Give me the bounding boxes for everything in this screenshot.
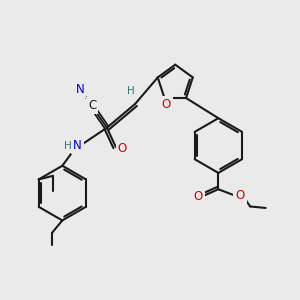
Text: O: O [235, 189, 244, 202]
Text: H: H [64, 140, 71, 151]
Text: O: O [194, 190, 203, 203]
Text: N: N [76, 82, 84, 96]
Text: O: O [161, 98, 170, 111]
Text: O: O [118, 142, 127, 155]
Text: H: H [127, 86, 135, 96]
Text: C: C [88, 99, 96, 112]
Text: N: N [73, 139, 82, 152]
